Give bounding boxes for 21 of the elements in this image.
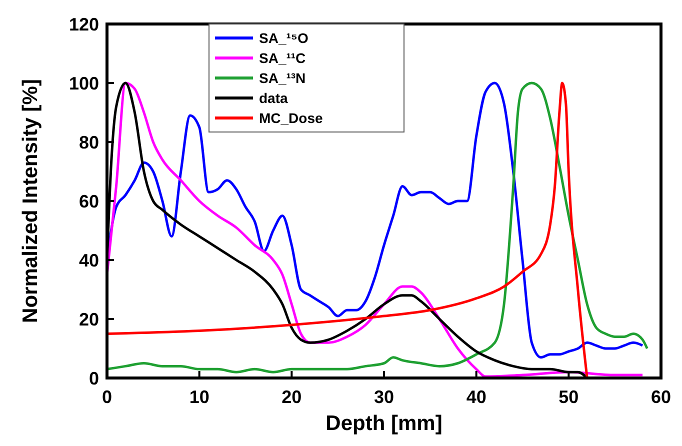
y-tick-label: 40 [78,250,99,270]
legend-label: MC_Dose [259,110,324,126]
x-tick-label: 10 [189,387,210,407]
x-tick-label: 50 [558,387,579,407]
y-tick-label: 20 [78,309,99,330]
x-tick-label: 0 [102,387,112,407]
y-tick-label: 100 [68,73,99,94]
y-tick-label: 60 [78,191,99,212]
x-tick-label: 60 [650,387,672,407]
x-tick-label: 30 [374,387,394,407]
y-axis-title: Normalized Intensity [%] [19,79,42,323]
x-tick-label: 40 [466,387,486,407]
y-tick-label: 80 [78,132,99,152]
legend-label: SA_¹³N [259,70,306,86]
y-tick-label: 120 [68,14,99,34]
x-axis-title: Depth [mm] [326,412,442,435]
legend-label: data [259,90,288,106]
x-tick-label: 20 [282,387,302,407]
y-tick-label: 0 [88,368,99,388]
legend-label: SA_¹¹C [259,50,306,66]
legend-label: SA_¹⁵O [259,30,308,46]
